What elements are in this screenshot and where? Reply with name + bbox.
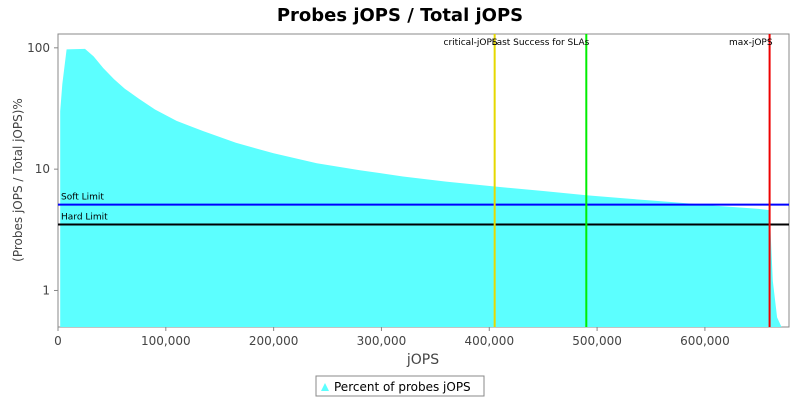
- y-tick-label-0: 1: [42, 283, 50, 297]
- y-axis-ticks: 1 10 100: [27, 41, 58, 297]
- y-tick-label-2: 100: [27, 41, 50, 55]
- vline-label-1: Last Success for SLAs: [492, 38, 590, 48]
- chart-title: Probes jOPS / Total jOPS: [277, 5, 523, 26]
- vline-label-0: critical-jOPS: [444, 38, 498, 48]
- legend-box: [315, 375, 485, 397]
- x-tick-label-6: 600,000: [680, 334, 730, 348]
- x-tick-label-4: 400,000: [464, 334, 514, 348]
- hline-label-0: Soft Limit: [61, 193, 104, 203]
- series-layer: [60, 48, 782, 328]
- x-tick-label-0: 0: [54, 334, 62, 348]
- limit-lines: Soft Limit Hard Limit: [58, 193, 789, 226]
- x-axis-ticks: 0 100,000 200,000 300,000 400,000 500,000 600,…: [54, 327, 730, 348]
- legend-entry: Percent of probes jOPS: [334, 380, 471, 394]
- x-tick-label-5: 500,000: [572, 334, 622, 348]
- vline-label-2: max-jOPS: [729, 38, 773, 48]
- y-axis-label: (Probes jOPS / Total jOPS)%: [11, 98, 25, 262]
- area-series-0: [60, 48, 782, 328]
- x-tick-label-3: 300,000: [357, 334, 407, 348]
- y-tick-label-1: 10: [35, 162, 50, 176]
- legend-swatch-icon: [321, 383, 329, 391]
- hline-label-1: Hard Limit: [61, 212, 108, 222]
- x-axis-label: jOPS: [406, 352, 439, 368]
- x-tick-label-2: 200,000: [249, 334, 299, 348]
- legend: Percent of probes jOPS: [315, 375, 485, 397]
- x-tick-label-1: 100,000: [141, 334, 191, 348]
